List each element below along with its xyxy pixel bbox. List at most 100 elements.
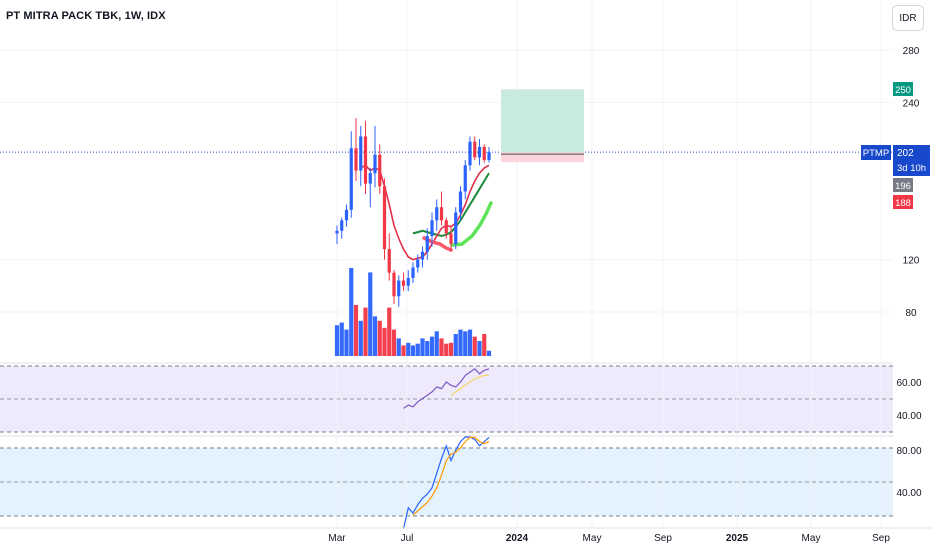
position-target-zone <box>501 89 584 153</box>
candle-body <box>406 277 410 286</box>
x-tick-label: 2024 <box>506 533 529 544</box>
stoch-d-line <box>412 436 490 516</box>
volume-bar <box>472 336 477 356</box>
symbol-tag <box>861 145 891 160</box>
candle-body <box>349 148 353 210</box>
candle-body <box>392 272 396 297</box>
price-tick-label: 240 <box>903 98 920 109</box>
volume-bar <box>477 341 482 356</box>
rsi-pane <box>0 362 893 433</box>
volume-bar <box>363 307 368 356</box>
volume-bar <box>372 316 378 356</box>
volume-bar <box>382 327 387 356</box>
candle-body <box>401 280 406 286</box>
rsi-signal-line <box>450 374 489 396</box>
currency-button[interactable]: IDR <box>892 5 924 31</box>
candle-body <box>477 146 482 158</box>
candle-body <box>387 249 391 273</box>
volume-bar <box>415 343 420 356</box>
candle-body <box>382 186 387 250</box>
stoch-tick-label: 40.00 <box>896 488 921 499</box>
candle-body <box>444 220 448 234</box>
volume-bar <box>387 307 392 356</box>
x-tick-label: May <box>802 533 821 544</box>
x-tick-label: Sep <box>872 533 890 544</box>
rsi-tick-label: 40.00 <box>896 411 921 422</box>
candles[interactable] <box>335 118 491 307</box>
last-price-tag <box>893 145 930 176</box>
axes: Mar Jul 2024 May Sep 2025 May Sep 280 240 120 80 60.… <box>0 46 932 544</box>
candle-body <box>468 141 472 166</box>
volume-bar <box>353 304 359 356</box>
level-tag-red-text: 188 <box>895 198 911 209</box>
x-tick-label: May <box>583 533 602 544</box>
long-position-tool[interactable] <box>501 89 584 163</box>
candle-body <box>378 154 382 187</box>
candle-body <box>340 220 344 231</box>
candle-body <box>487 152 491 161</box>
level-tag-grey-text: 196 <box>895 181 911 192</box>
ema-highlight-green <box>450 201 493 247</box>
volume-bar <box>453 334 458 356</box>
volume-bar <box>458 329 463 356</box>
candle-body <box>454 212 458 244</box>
candle-body <box>363 136 368 184</box>
candle-body <box>458 191 463 213</box>
volume-bars <box>334 268 492 356</box>
volume-bar <box>482 334 487 356</box>
x-tick-label: Sep <box>654 533 672 544</box>
level-tag-red <box>893 195 913 209</box>
volume-bar <box>349 268 354 356</box>
volume-bar <box>391 329 397 356</box>
candle-body <box>420 251 425 260</box>
candle-body <box>473 141 477 158</box>
volume-bar <box>339 322 344 356</box>
rsi-line <box>403 368 490 409</box>
candle-body <box>482 146 486 161</box>
price-tick-label: 120 <box>903 256 920 267</box>
ema-highlight-red <box>422 236 453 252</box>
candle-body <box>411 267 415 278</box>
candle-body <box>397 280 401 297</box>
volume-bar <box>344 329 349 356</box>
candle-body <box>354 148 358 171</box>
ema-short-line <box>360 164 490 261</box>
volume-bar <box>368 272 373 356</box>
volume-bar <box>396 338 401 356</box>
price-tick-label: 80 <box>905 308 917 319</box>
volume-bar <box>420 338 425 356</box>
volume-bar <box>401 345 406 356</box>
chart-title: PT MITRA PACK TBK, 1W, IDX <box>6 10 166 22</box>
candle-body <box>430 220 434 237</box>
oscillator-lines <box>402 368 490 529</box>
symbol-tag-text: PTMP <box>863 148 889 159</box>
volume-bar <box>463 331 468 356</box>
volume-bar <box>429 336 435 356</box>
candle-body <box>435 207 439 221</box>
x-tick-label: Mar <box>328 533 346 544</box>
rsi-tick-label: 60.00 <box>896 378 921 389</box>
x-tick-label: 2025 <box>726 533 749 544</box>
countdown-text: 3d 10h <box>897 163 926 174</box>
volume-bar <box>406 342 411 356</box>
price-labels: 250 PTMP 202 3d 10h 196 188 <box>861 82 930 209</box>
candle-body <box>449 233 453 244</box>
target-price-tag <box>893 82 913 96</box>
stoch-k-line <box>402 436 490 529</box>
stoch-tick-label: 80.00 <box>896 446 921 457</box>
candle-body <box>368 173 372 184</box>
candle-body <box>359 136 363 171</box>
volume-bar <box>410 345 416 356</box>
volume-bar <box>358 320 363 356</box>
position-stop-zone <box>501 152 584 163</box>
last-price-text: 202 <box>897 148 914 159</box>
candle-body <box>344 209 349 221</box>
target-price-text: 250 <box>895 85 911 96</box>
volume-bar <box>377 320 382 356</box>
volume-bar <box>448 342 454 356</box>
volume-bar <box>439 338 444 356</box>
volume-bar <box>434 331 439 356</box>
volume-bar <box>334 325 340 356</box>
x-tick-label: Jul <box>401 533 414 544</box>
